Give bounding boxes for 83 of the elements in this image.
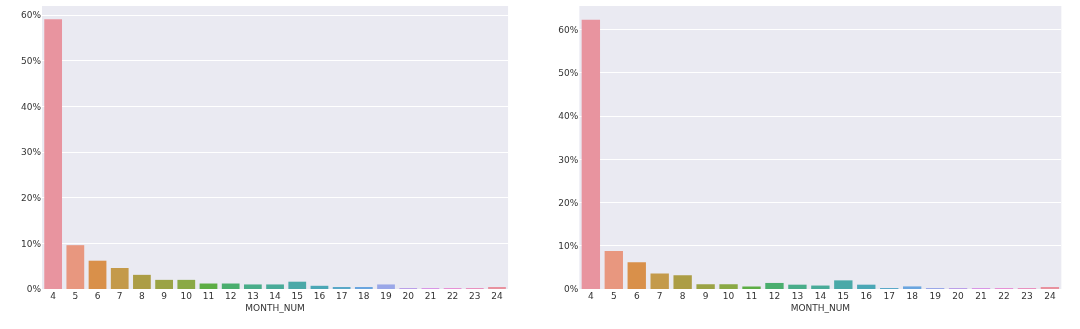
x-tick-label: 10 (180, 291, 193, 301)
bar (719, 284, 738, 289)
bar (627, 262, 646, 289)
x-tick-label: 13 (791, 291, 804, 301)
bar (288, 281, 307, 289)
x-tick-label: 10 (722, 291, 735, 301)
bar (377, 284, 395, 289)
x-tick-label: 23 (469, 291, 481, 301)
x-tick-label: 24 (1044, 291, 1056, 301)
x-tick-label: 4 (50, 291, 57, 301)
x-tick-label: 8 (679, 291, 686, 301)
y-tick-label: 20% (21, 192, 42, 203)
bar (88, 260, 107, 289)
x-axis-title: MONTH_NUM (245, 302, 305, 313)
y-tick-label: 0% (26, 284, 42, 295)
bar (673, 275, 692, 289)
y-tick-label: 60% (558, 24, 579, 35)
bar (110, 268, 129, 289)
x-tick-label: 18 (906, 291, 919, 301)
bar (155, 279, 173, 289)
bar (788, 284, 807, 289)
x-tick-label: 19 (929, 291, 942, 301)
x-axis-title: MONTH_NUM (790, 302, 851, 313)
x-tick-label: 15 (837, 291, 850, 301)
x-tick-label: 22 (446, 291, 459, 301)
bar (650, 273, 669, 289)
y-tick-label: 30% (558, 154, 579, 165)
x-tick-label: 20 (952, 291, 965, 301)
x-tick-label: 19 (380, 291, 393, 301)
bar (244, 284, 262, 289)
bar (44, 19, 63, 289)
x-tick-label: 22 (998, 291, 1010, 301)
x-tick-label: 11 (202, 291, 215, 301)
x-tick-label: 5 (610, 291, 617, 301)
x-tick-label: 6 (94, 291, 101, 301)
x-tick-label: 14 (269, 291, 282, 301)
x-tick-label: 7 (116, 291, 123, 301)
x-tick-label: 17 (883, 291, 895, 301)
bar (834, 280, 853, 289)
x-tick-label: 12 (768, 291, 781, 301)
x-tick-label: 18 (358, 291, 370, 301)
x-tick-label: 20 (402, 291, 415, 301)
bar (696, 284, 715, 289)
x-tick-label: 17 (335, 291, 348, 301)
bar (66, 245, 85, 289)
bar (742, 286, 761, 289)
x-tick-label: 15 (291, 291, 303, 301)
x-tick-label: 23 (1021, 291, 1033, 301)
y-tick-label: 10% (21, 238, 42, 249)
x-tick-label: 21 (975, 291, 987, 301)
bar (177, 279, 196, 289)
bar (266, 284, 284, 289)
y-tick-label: 50% (21, 55, 42, 66)
bar (133, 274, 151, 289)
y-tick-label: 40% (21, 101, 42, 112)
x-tick-label: 8 (139, 291, 146, 301)
y-tick-label: 40% (558, 111, 579, 122)
x-tick-label: 11 (745, 291, 758, 301)
y-tick-label: 10% (558, 240, 579, 251)
y-tick-label: 60% (21, 10, 42, 21)
x-tick-label: 4 (587, 291, 594, 301)
x-tick-label: 6 (633, 291, 640, 301)
bar (581, 19, 601, 289)
x-tick-label: 16 (313, 291, 326, 301)
x-tick-label: 13 (247, 291, 259, 301)
x-tick-label: 21 (424, 291, 437, 301)
bar (857, 284, 876, 289)
x-tick-label: 16 (860, 291, 873, 301)
x-tick-label: 12 (224, 291, 237, 301)
bar (604, 250, 623, 289)
x-tick-label: 9 (161, 291, 168, 301)
x-tick-label: 7 (656, 291, 663, 301)
x-tick-label: 5 (72, 291, 79, 301)
bar (221, 283, 240, 289)
bar (902, 286, 922, 289)
x-tick-label: 14 (814, 291, 827, 301)
y-tick-label: 50% (558, 68, 579, 79)
y-tick-label: 20% (558, 197, 579, 208)
y-tick-label: 0% (564, 284, 579, 295)
x-tick-label: 9 (702, 291, 709, 301)
y-tick-label: 30% (21, 147, 42, 158)
bar (765, 282, 784, 289)
x-tick-label: 24 (491, 291, 503, 301)
